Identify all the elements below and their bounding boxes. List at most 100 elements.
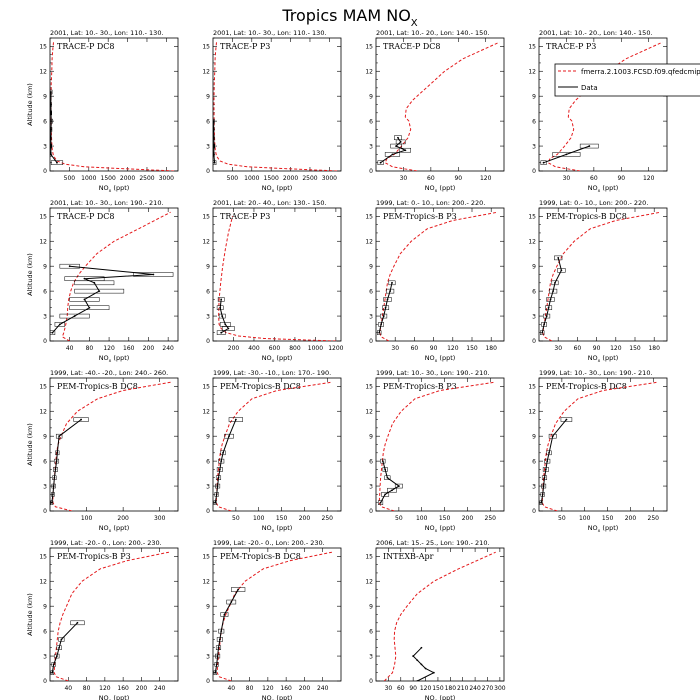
y-tick-label: 6 xyxy=(43,288,47,295)
obs-point xyxy=(395,145,398,147)
y-tick-label: 3 xyxy=(532,313,536,320)
x-tick-label: 40 xyxy=(227,685,235,692)
obs-point xyxy=(420,663,423,666)
y-tick-label: 9 xyxy=(43,433,47,440)
obs-point xyxy=(416,680,419,681)
plot-frame xyxy=(49,547,179,682)
x-tick-label: 160 xyxy=(117,685,129,692)
panel-10: 1999, Lat: -30.- -10., Lon: 170.- 190. 0 3… xyxy=(202,369,342,534)
obs-point xyxy=(543,476,546,479)
obs-point xyxy=(544,468,547,471)
x-axis-label: NOx (ppt) xyxy=(425,354,456,364)
x-tick-label: 150 xyxy=(276,515,288,522)
obs-point xyxy=(549,298,552,301)
obs-point xyxy=(542,161,545,164)
obs-error-box xyxy=(224,433,234,439)
y-tick-label: 6 xyxy=(43,628,47,635)
obs-error-box xyxy=(58,637,65,642)
campaign-label: TRACE-P P3 xyxy=(220,212,270,221)
y-tick-label: 6 xyxy=(206,458,210,465)
plot-frame xyxy=(49,207,179,342)
obs-point xyxy=(234,418,237,421)
y-tick-label: 15 xyxy=(39,214,47,221)
y-tick-label: 9 xyxy=(369,93,373,100)
plot-frame xyxy=(375,207,505,342)
obs-point xyxy=(391,281,393,284)
y-tick-label: 9 xyxy=(206,263,210,270)
x-tick-label: 40 xyxy=(66,345,74,352)
obs-point xyxy=(52,663,55,666)
y-tick-label: 12 xyxy=(528,238,536,245)
y-tick-label: 9 xyxy=(43,263,47,270)
obs-point xyxy=(381,460,384,463)
obs-point xyxy=(386,476,389,479)
x-tick-label: 120 xyxy=(610,345,622,352)
obs-point xyxy=(218,468,221,471)
obs-point xyxy=(554,281,556,284)
campaign-label: PEM-Tropics-B P3 xyxy=(383,212,457,221)
y-tick-label: 12 xyxy=(39,408,47,415)
x-axis-label: NOx (ppt) xyxy=(588,354,619,364)
panel-1: 2001, Lat: 10.- 30., Lon: 110.- 130. 0 3 6 9… xyxy=(26,29,179,194)
obs-error-box xyxy=(394,483,403,489)
plot-frame xyxy=(49,377,179,512)
model-profile-line xyxy=(218,216,336,341)
obs-point xyxy=(380,323,383,326)
y-tick-label: 9 xyxy=(532,93,536,100)
obs-point xyxy=(83,298,86,301)
legend-data-label: Data xyxy=(581,84,598,92)
y-tick-label: 9 xyxy=(369,603,373,610)
panel-header: 1999, Lat: -20.- 0., Lon: 200.- 230. xyxy=(213,539,325,547)
y-tick-label: 0 xyxy=(369,508,373,515)
x-tick-label: 180 xyxy=(648,345,660,352)
y-tick-label: 12 xyxy=(365,578,373,585)
x-axis-label: NOx (ppt) xyxy=(425,184,456,194)
x-axis-label: NOx (ppt) xyxy=(425,524,456,534)
obs-point xyxy=(220,331,223,334)
model-profile-line xyxy=(378,381,495,511)
obs-point xyxy=(88,306,91,309)
panel-15: 2006, Lat: 15.- 25., Lon: 190.- 210. 0 3 6 9… xyxy=(365,539,505,700)
obs-point xyxy=(215,663,218,666)
y-axis-label: Altitude (km) xyxy=(26,83,34,126)
y-tick-label: 0 xyxy=(532,168,536,175)
obs-point xyxy=(216,655,219,657)
obs-error-box xyxy=(394,135,402,140)
obs-point xyxy=(382,315,385,317)
obs-point xyxy=(50,91,52,93)
y-tick-label: 15 xyxy=(528,214,536,221)
y-tick-label: 6 xyxy=(43,458,47,465)
obs-error-box xyxy=(69,305,110,310)
legend-box xyxy=(554,63,700,97)
obs-point xyxy=(223,613,226,616)
obs-point xyxy=(404,149,407,152)
obs-error-box xyxy=(399,147,411,153)
y-tick-label: 9 xyxy=(532,263,536,270)
panel-header: 2001, Lat: 10.- 30., Lon: 190.- 210. xyxy=(50,199,164,207)
x-tick-label: 180 xyxy=(485,345,497,352)
y-tick-label: 12 xyxy=(202,238,210,245)
x-tick-label: 200 xyxy=(299,685,311,692)
x-axis-label: NOx (ppt) xyxy=(99,184,130,194)
x-tick-label: 500 xyxy=(64,175,76,182)
obs-point xyxy=(213,136,215,139)
obs-point xyxy=(552,290,554,293)
x-tick-label: 50 xyxy=(558,515,566,522)
plot-frame xyxy=(538,207,668,342)
y-tick-label: 3 xyxy=(369,653,373,660)
x-tick-label: 80 xyxy=(246,685,254,692)
y-tick-label: 9 xyxy=(532,433,536,440)
obs-error-box xyxy=(384,475,391,480)
obs-error-box xyxy=(64,276,105,281)
y-tick-label: 9 xyxy=(43,93,47,100)
y-tick-label: 12 xyxy=(39,238,47,245)
obs-point xyxy=(397,136,399,139)
y-tick-label: 12 xyxy=(528,408,536,415)
model-profile-line xyxy=(379,211,498,341)
plot-frame xyxy=(212,207,342,342)
x-tick-label: 60 xyxy=(397,685,405,692)
x-tick-label: 250 xyxy=(322,515,334,522)
plot-frame xyxy=(212,377,342,512)
x-tick-label: 240 xyxy=(317,685,329,692)
campaign-label: TRACE-P DC8 xyxy=(383,42,441,51)
